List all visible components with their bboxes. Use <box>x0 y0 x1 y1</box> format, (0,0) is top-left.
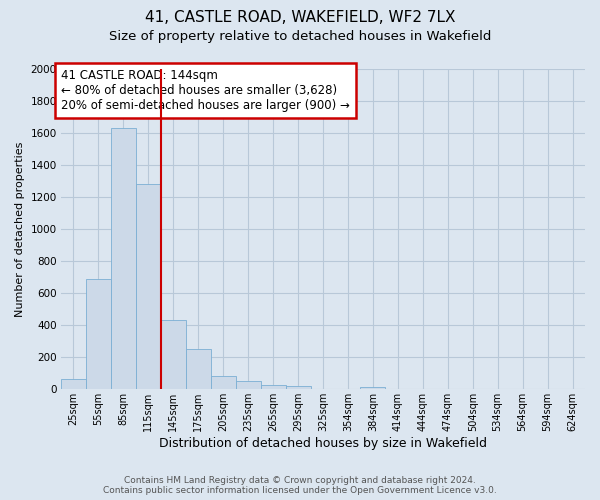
Bar <box>236 382 260 390</box>
X-axis label: Distribution of detached houses by size in Wakefield: Distribution of detached houses by size … <box>159 437 487 450</box>
Text: Contains HM Land Registry data © Crown copyright and database right 2024.
Contai: Contains HM Land Registry data © Crown c… <box>103 476 497 495</box>
Text: Size of property relative to detached houses in Wakefield: Size of property relative to detached ho… <box>109 30 491 43</box>
Bar <box>286 386 311 390</box>
Bar <box>361 387 385 390</box>
Text: 41 CASTLE ROAD: 144sqm
← 80% of detached houses are smaller (3,628)
20% of semi-: 41 CASTLE ROAD: 144sqm ← 80% of detached… <box>61 69 350 112</box>
Bar <box>61 379 86 390</box>
Y-axis label: Number of detached properties: Number of detached properties <box>15 142 25 317</box>
Bar <box>161 320 186 390</box>
Text: 41, CASTLE ROAD, WAKEFIELD, WF2 7LX: 41, CASTLE ROAD, WAKEFIELD, WF2 7LX <box>145 10 455 25</box>
Bar <box>111 128 136 390</box>
Bar <box>136 184 161 390</box>
Bar <box>186 350 211 390</box>
Bar <box>211 376 236 390</box>
Bar <box>260 386 286 390</box>
Bar <box>86 279 111 390</box>
